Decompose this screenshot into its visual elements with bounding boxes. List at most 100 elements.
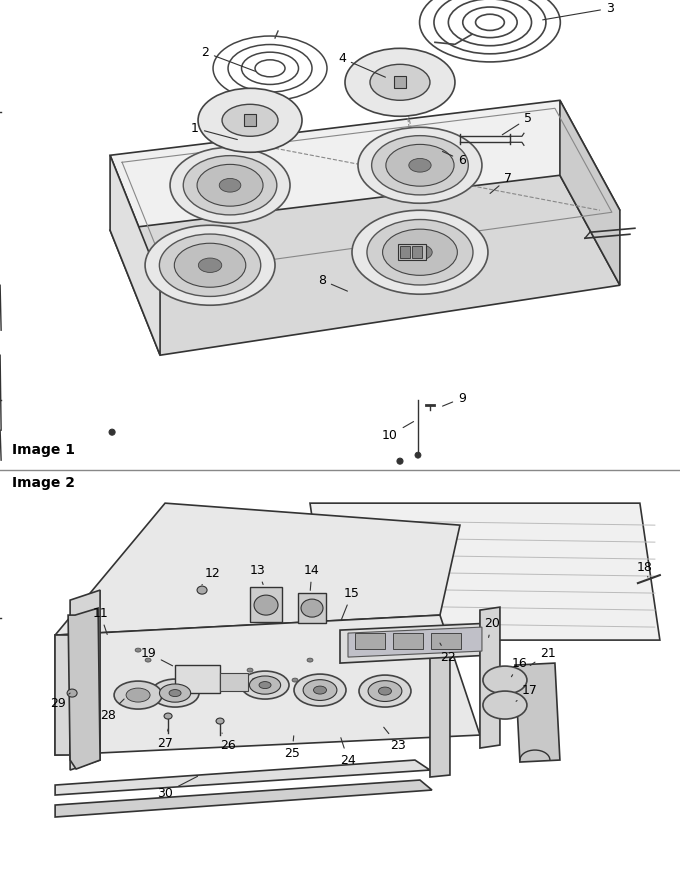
Ellipse shape [415,452,421,458]
Ellipse shape [145,658,151,662]
Ellipse shape [345,48,455,117]
Polygon shape [55,760,430,795]
Text: 26: 26 [220,733,236,751]
Ellipse shape [198,88,302,152]
Polygon shape [55,780,432,817]
Text: 23: 23 [384,727,406,751]
Bar [398,244,426,260]
Ellipse shape [368,681,402,701]
Polygon shape [110,101,620,280]
Ellipse shape [199,258,222,272]
Bar [250,587,282,622]
Text: 1: 1 [191,122,237,140]
Text: 9: 9 [443,392,466,406]
Text: 17: 17 [516,684,538,701]
Ellipse shape [359,676,411,707]
Text: 15: 15 [341,587,360,620]
Polygon shape [340,623,490,663]
Text: 30: 30 [157,776,198,799]
Ellipse shape [294,674,346,706]
Polygon shape [515,663,560,762]
Ellipse shape [164,713,172,719]
Polygon shape [55,635,70,755]
Ellipse shape [145,225,275,305]
Bar [244,114,256,126]
Text: 13: 13 [250,563,266,585]
Text: 8: 8 [318,274,347,291]
Ellipse shape [397,458,403,465]
Polygon shape [348,627,482,657]
Ellipse shape [367,220,473,285]
Ellipse shape [135,648,141,652]
Polygon shape [55,615,480,755]
Ellipse shape [170,147,290,223]
Text: 5: 5 [503,112,532,134]
Ellipse shape [252,678,258,682]
Ellipse shape [259,682,271,689]
Ellipse shape [301,599,323,617]
Ellipse shape [386,144,454,186]
Text: 14: 14 [304,563,320,590]
Ellipse shape [250,676,281,694]
Ellipse shape [383,229,458,275]
Ellipse shape [67,689,77,697]
Bar [394,77,406,88]
Polygon shape [430,638,450,777]
Ellipse shape [408,245,432,260]
Ellipse shape [222,104,278,136]
Ellipse shape [241,671,289,699]
Text: 19: 19 [140,647,173,666]
Text: 12: 12 [202,567,220,585]
Ellipse shape [313,686,326,694]
Text: 2: 2 [201,45,256,71]
Polygon shape [110,175,620,355]
Ellipse shape [174,243,245,287]
Ellipse shape [483,666,527,694]
Text: 4: 4 [338,52,386,77]
Polygon shape [55,503,460,635]
Ellipse shape [109,429,115,435]
Bar [175,665,220,693]
Ellipse shape [352,210,488,295]
Bar [355,633,385,649]
Text: 10: 10 [382,422,413,441]
Text: 16: 16 [511,657,528,676]
Bar [298,593,326,623]
Polygon shape [110,155,160,355]
Ellipse shape [219,178,241,192]
Ellipse shape [254,595,278,615]
Ellipse shape [307,658,313,662]
Ellipse shape [126,688,150,702]
Text: Image 1: Image 1 [12,443,75,457]
Text: 3: 3 [543,2,614,20]
Ellipse shape [159,234,260,296]
Ellipse shape [409,158,431,172]
Ellipse shape [372,135,469,195]
Ellipse shape [303,680,337,700]
Text: 20: 20 [484,617,500,637]
Bar [220,673,248,691]
Ellipse shape [183,156,277,214]
Text: 11: 11 [92,607,108,635]
Ellipse shape [358,127,482,203]
Text: 25: 25 [284,736,300,759]
Ellipse shape [160,684,190,702]
Polygon shape [68,608,100,769]
Polygon shape [560,101,620,285]
Bar [393,633,423,649]
Ellipse shape [379,687,392,695]
Text: 29: 29 [50,693,70,709]
Bar [412,247,422,258]
Ellipse shape [483,691,527,719]
Polygon shape [480,607,500,748]
Text: 24: 24 [340,738,356,766]
Ellipse shape [370,64,430,101]
Ellipse shape [169,690,181,697]
Ellipse shape [197,587,207,595]
Text: 6: 6 [443,151,466,166]
Bar [400,247,410,258]
Polygon shape [70,590,100,770]
Text: Image 2: Image 2 [12,476,75,490]
Bar [431,633,461,649]
Text: 22: 22 [440,643,456,664]
